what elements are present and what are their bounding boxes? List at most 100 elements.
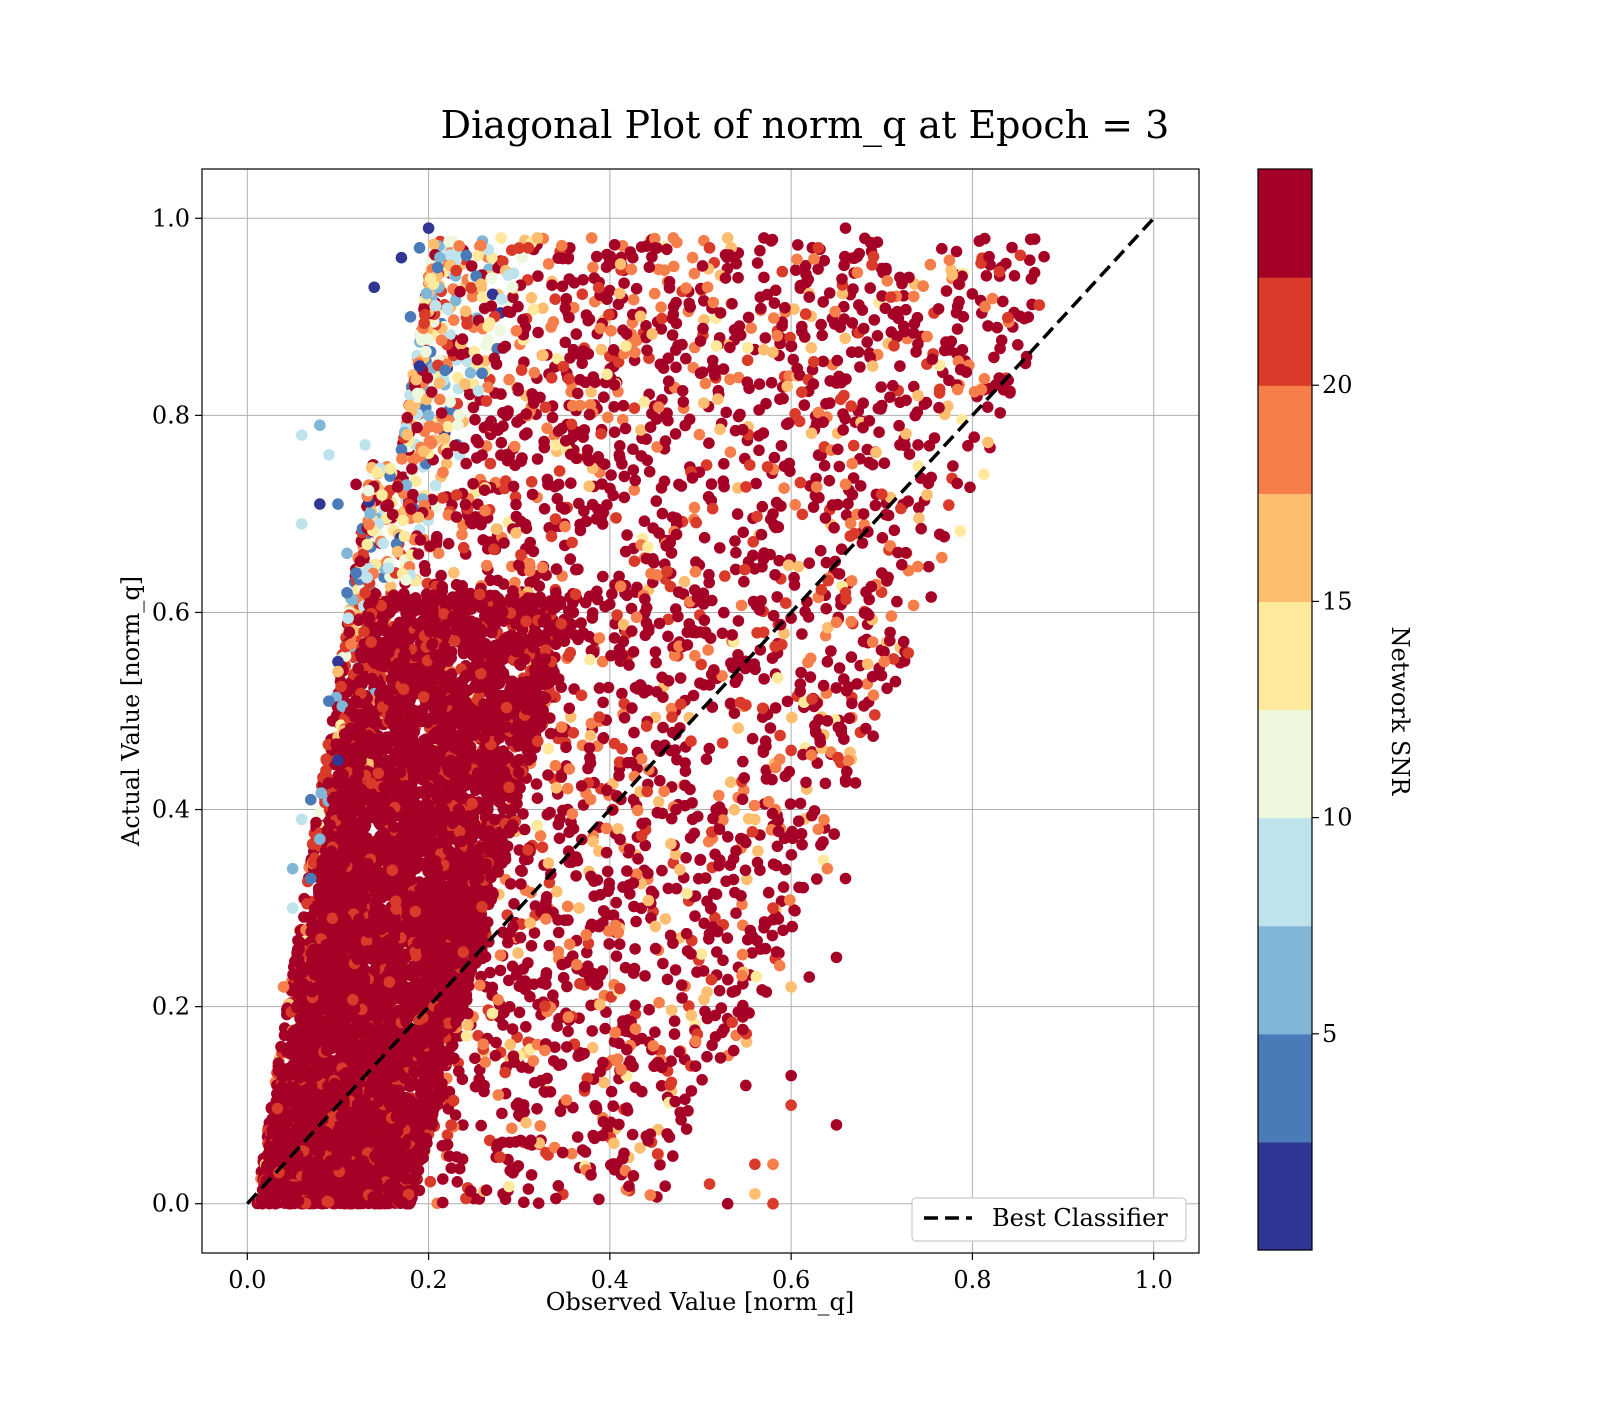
scatter-point <box>505 878 517 890</box>
scatter-point <box>718 458 730 470</box>
scatter-point <box>908 600 920 612</box>
scatter-point <box>720 876 732 888</box>
scatter-point <box>456 529 468 541</box>
scatter-point <box>933 303 945 315</box>
scatter-point <box>664 1079 676 1091</box>
scatter-point <box>900 395 912 407</box>
scatter-point <box>524 917 536 929</box>
scatter-point <box>422 333 434 345</box>
scatter-point <box>474 979 486 991</box>
scatter-point <box>551 886 563 898</box>
scatter-point <box>842 498 854 510</box>
scatter-point <box>863 594 875 606</box>
scatter-point <box>815 319 827 331</box>
scatter-point <box>979 301 991 313</box>
scatter-point <box>607 1100 619 1112</box>
scatter-point <box>292 944 304 956</box>
scatter-point <box>436 1140 448 1152</box>
scatter-point <box>752 257 764 269</box>
scatter-point <box>713 790 725 802</box>
scatter-point <box>944 254 956 266</box>
scatter-point <box>768 312 780 324</box>
scatter-point <box>611 609 623 621</box>
scatter-point <box>838 390 850 402</box>
scatter-point <box>639 396 651 408</box>
scatter-point <box>752 845 764 857</box>
scatter-point <box>767 347 779 359</box>
scatter-point <box>763 796 775 808</box>
scatter-point <box>595 970 607 982</box>
scatter-point <box>566 856 578 868</box>
scatter-point <box>310 817 322 829</box>
scatter-point <box>715 1052 727 1064</box>
scatter-point <box>689 910 701 922</box>
scatter-point <box>405 503 417 515</box>
scatter-point <box>556 771 568 783</box>
scatter-point <box>636 241 648 253</box>
scatter-point <box>724 249 736 261</box>
scatter-point <box>626 625 638 637</box>
scatter-point <box>364 508 376 520</box>
scatter-point <box>703 933 715 945</box>
scatter-point <box>537 562 549 574</box>
scatter-point <box>392 481 404 493</box>
scatter-point <box>955 364 967 376</box>
scatter-point <box>577 1144 589 1156</box>
scatter-point <box>997 296 1009 308</box>
scatter-point <box>747 826 759 838</box>
scatter-point <box>614 834 626 846</box>
scatter-point <box>460 458 472 470</box>
scatter-point <box>467 478 479 490</box>
scatter-point <box>886 326 898 338</box>
scatter-point <box>587 262 599 274</box>
scatter-point <box>769 641 781 653</box>
scatter-point <box>452 1176 464 1188</box>
scatter-point <box>425 1176 437 1188</box>
scatter-point <box>783 559 795 571</box>
scatter-point <box>531 820 543 832</box>
scatter-point <box>643 895 655 907</box>
scatter-point <box>430 300 442 312</box>
scatter-point <box>678 396 690 408</box>
scatter-point <box>915 523 927 535</box>
scatter-point <box>529 367 541 379</box>
scatter-point <box>699 615 711 627</box>
scatter-point <box>605 325 617 337</box>
scatter-point <box>659 1180 671 1192</box>
scatter-point <box>539 503 551 515</box>
scatter-point <box>597 697 609 709</box>
scatter-point <box>636 753 648 765</box>
scatter-point <box>399 531 411 543</box>
scatter-point <box>706 595 718 607</box>
scatter-point <box>598 1077 610 1089</box>
scatter-point <box>873 426 885 438</box>
scatter-point <box>900 547 912 559</box>
scatter-point <box>444 396 456 408</box>
scatter-point <box>475 1120 487 1132</box>
scatter-point <box>695 368 707 380</box>
scatter-point <box>772 330 784 342</box>
scatter-point <box>492 994 504 1006</box>
scatter-point <box>846 651 858 663</box>
scatter-point <box>725 446 737 458</box>
scatter-point <box>654 775 666 787</box>
scatter-point <box>725 859 737 871</box>
scatter-point <box>790 264 802 276</box>
scatter-point <box>870 447 882 459</box>
scatter-point <box>1015 250 1027 262</box>
scatter-point <box>596 478 608 490</box>
scatter-point <box>751 971 763 983</box>
scatter-point <box>755 943 767 955</box>
scatter-point <box>663 375 675 387</box>
scatter-point <box>410 374 422 386</box>
scatter-point <box>554 465 566 477</box>
scatter-point <box>758 744 770 756</box>
scatter-point <box>898 321 910 333</box>
scatter-point <box>562 783 574 795</box>
scatter-point <box>481 395 493 407</box>
scatter-point <box>846 698 858 710</box>
scatter-point <box>979 373 991 385</box>
scatter-point <box>588 371 600 383</box>
scatter-point <box>733 411 745 423</box>
scatter-point <box>580 929 592 941</box>
